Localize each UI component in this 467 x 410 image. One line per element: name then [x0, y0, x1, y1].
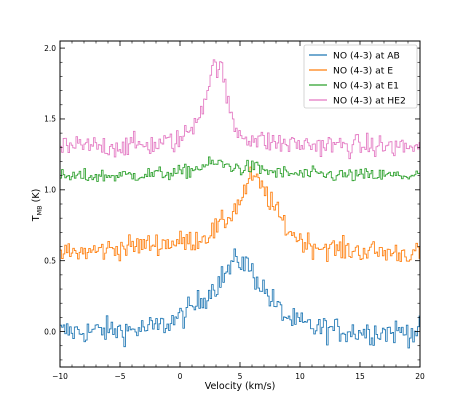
- series-line-3: [60, 59, 420, 160]
- y-tick-label: 2.0: [44, 44, 56, 53]
- y-axis-label-unit: (K): [31, 189, 42, 206]
- x-tick-label: −10: [52, 372, 68, 381]
- legend-label-1: NO (4-3) at E: [333, 65, 393, 76]
- x-tick-label: 20: [415, 372, 425, 381]
- y-tick-label: 0.5: [44, 256, 56, 265]
- y-tick-label: 0.0: [44, 327, 56, 336]
- y-tick-label: 1.5: [44, 115, 56, 124]
- series-line-2: [60, 156, 420, 182]
- series-line-1: [60, 166, 420, 262]
- legend-label-3: NO (4-3) at HE2: [333, 95, 406, 106]
- y-tick-label: 1.0: [44, 186, 56, 195]
- legend-box: [303, 44, 418, 109]
- y-axis-label: TMB (K): [31, 189, 44, 223]
- x-tick-label: 5: [238, 372, 243, 381]
- y-axis: 0.0 0.5 1.0 1.5 2.0: [44, 44, 420, 361]
- legend: NO (4-3) at AB NO (4-3) at E NO (4-3) at E…: [303, 44, 418, 109]
- y-axis-label-subscript: MB: [36, 205, 44, 215]
- series-line-0: [60, 248, 420, 349]
- series-layer: [60, 59, 420, 349]
- x-axis: −10 −5 0 5 10 15 20: [52, 41, 425, 381]
- legend-label-0: NO (4-3) at AB: [333, 50, 400, 61]
- x-tick-label: 0: [178, 372, 183, 381]
- legend-label-2: NO (4-3) at E1: [333, 80, 399, 91]
- x-tick-label: 15: [355, 372, 365, 381]
- x-axis-label: Velocity (km/s): [205, 381, 276, 392]
- x-tick-label: −5: [114, 372, 125, 381]
- x-tick-label: 10: [295, 372, 305, 381]
